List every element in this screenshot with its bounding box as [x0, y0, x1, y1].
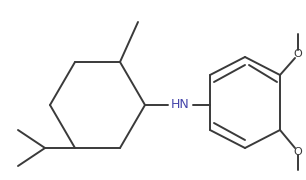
Text: HN: HN — [171, 98, 189, 111]
Text: O: O — [294, 49, 302, 59]
Text: O: O — [294, 147, 302, 157]
